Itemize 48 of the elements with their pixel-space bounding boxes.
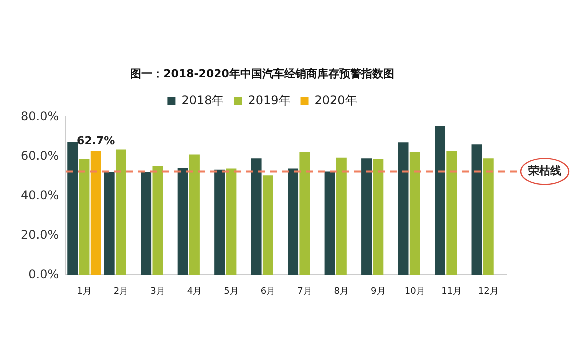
data-label: 62.7% — [77, 134, 116, 148]
x-tick-label: 10月 — [404, 286, 426, 297]
ref-line-label: 荣枯线 — [528, 164, 562, 178]
bar — [152, 166, 164, 276]
bar — [189, 154, 200, 276]
x-tick-label: 8月 — [334, 286, 350, 297]
bar — [226, 168, 237, 276]
chart-title: 图一：2018-2020年中国汽车经销商库存预警指数图 — [130, 67, 394, 80]
bar — [90, 151, 102, 276]
x-tick-label: 3月 — [150, 286, 166, 297]
legend-label: 2018年 — [182, 93, 224, 108]
bar — [178, 168, 188, 276]
x-tick-label: 2月 — [114, 286, 129, 297]
bar — [79, 159, 90, 276]
bar — [446, 151, 458, 276]
bar — [435, 126, 446, 276]
x-tick-label: 9月 — [371, 286, 386, 297]
bar — [483, 158, 494, 276]
bar — [68, 142, 78, 276]
bar — [398, 142, 409, 276]
x-tick-label: 11月 — [442, 286, 462, 297]
y-tick-label: 80.0% — [20, 109, 60, 124]
bar — [336, 158, 347, 276]
bar — [214, 170, 226, 276]
bar — [324, 172, 336, 276]
legend-label: 2019年 — [248, 93, 291, 108]
bar — [104, 172, 115, 276]
x-tick-label: 12月 — [478, 286, 499, 297]
bar — [373, 159, 384, 276]
y-tick-label: 0.0% — [28, 267, 60, 282]
bar — [410, 152, 420, 276]
bar — [116, 150, 126, 276]
x-tick-label: 5月 — [224, 286, 239, 297]
x-tick-label: 6月 — [260, 286, 276, 297]
y-tick-label: 40.0% — [20, 188, 60, 202]
bar — [262, 176, 274, 276]
bar — [141, 172, 152, 276]
x-tick-label: 1月 — [77, 286, 92, 297]
x-tick-label: 4月 — [187, 286, 202, 297]
bar — [288, 168, 299, 276]
bar — [300, 152, 310, 276]
bar — [251, 158, 262, 276]
x-tick-label: 7月 — [298, 286, 312, 297]
bar — [362, 158, 372, 276]
y-tick-label: 20.0% — [20, 228, 60, 242]
bar — [472, 144, 482, 276]
legend-label: 2020年 — [314, 93, 358, 108]
y-tick-label: 60.0% — [20, 148, 60, 163]
